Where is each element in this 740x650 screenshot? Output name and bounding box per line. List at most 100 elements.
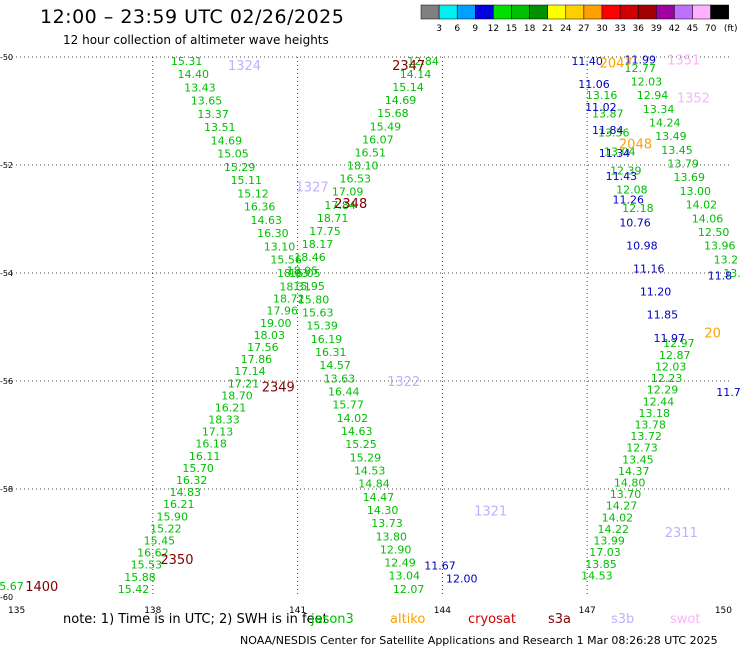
swh-value-label: 16.62 [137, 547, 169, 560]
swh-value-label: 19.00 [260, 317, 292, 330]
legend-tick: 9 [472, 24, 478, 34]
swh-value-label: 17.03 [589, 546, 621, 559]
swh-value-label: 15.53 [131, 559, 163, 572]
swh-value-label: 17.96 [267, 305, 299, 318]
swh-value-label: 14.63 [250, 214, 282, 227]
swh-value-label: 16.51 [355, 146, 387, 159]
swh-value-label: 14.63 [341, 425, 373, 438]
swh-value-label: 14.27 [606, 500, 638, 513]
legend-tick: 70 [705, 24, 717, 34]
swh-value-label: 15.14 [392, 81, 424, 94]
swh-value-label: 13.99 [593, 535, 625, 548]
swh-value-label: 15.49 [370, 120, 402, 133]
swh-value-label: 15.45 [144, 535, 176, 548]
legend-tick: 39 [651, 24, 663, 34]
swh-value-label: 15.22 [150, 522, 182, 535]
swh-value-label: 13.36 [598, 127, 630, 140]
time-label: 2048 [619, 137, 652, 152]
legend-tick: 42 [669, 24, 680, 34]
mission-label-cryosat: cryosat [468, 612, 516, 627]
swh-value-label: 15.68 [377, 107, 409, 120]
swh-value-label: 16.21 [215, 401, 247, 414]
swh-value-label: 11.84 [592, 124, 624, 137]
time-label: 20 [704, 326, 721, 341]
swh-value-label: 18.70 [221, 389, 253, 402]
swh-value-label: 15.77 [332, 399, 364, 412]
swh-value-label: 14.57 [319, 359, 351, 372]
swh-value-label: 18.03 [254, 329, 286, 342]
swh-value-label: 14.53 [581, 569, 613, 582]
swh-value-label: 13.34 [643, 103, 675, 116]
swh-value-label: 15.31 [171, 55, 203, 68]
swh-value-label: 13.16 [586, 89, 618, 102]
swh-value-label: 13.70 [610, 488, 642, 501]
swh-value-label: 12.03 [631, 75, 663, 88]
swh-value-label: 11.02 [585, 101, 617, 114]
mission-label-altiko: altiko [390, 612, 426, 627]
time-label: 2047 [600, 56, 633, 71]
time-label: 1327 [296, 181, 329, 196]
color-legend: 3 6 9 12 15 18 21 24 27 30 33 36 39 42 45 70 (ft) [420, 4, 737, 34]
swh-value-label: 12.03 [655, 360, 687, 373]
legend-swatch [710, 4, 729, 20]
swh-value-label: 15.05 [217, 148, 249, 161]
swh-value-label: 11.26 [612, 193, 644, 206]
swh-value-label: 18.46 [294, 251, 326, 264]
swh-value-label: 17.56 [247, 341, 279, 354]
swh-value-label: 18.03 [277, 267, 309, 280]
swh-value-label: 13.49 [655, 130, 687, 143]
swh-value-label: 15.88 [124, 571, 156, 584]
mission-label-s3b: s3b [611, 612, 635, 627]
swh-value-label: 14.02 [337, 412, 369, 425]
legend-tick: 18 [524, 24, 536, 34]
swh-value-label: 14.37 [618, 465, 650, 478]
legend-tick: 21 [542, 24, 553, 34]
swh-value-label: 11.97 [654, 332, 686, 345]
swh-value-label: 13.00 [680, 185, 712, 198]
swh-value-label: 14.84 [358, 478, 390, 491]
swh-value-label: 13.2 [714, 253, 739, 266]
swh-value-label: 13.73 [371, 517, 403, 530]
swh-value-label: 18.71 [317, 212, 349, 225]
swh-value-label: 13.04 [389, 570, 421, 583]
swh-value-label: 12.23 [651, 372, 683, 385]
swh-value-label: 12.44 [643, 395, 675, 408]
mission-label-swot: swot [670, 612, 701, 627]
swh-value-label: 11.20 [640, 286, 672, 299]
swh-value-label: 16.11 [189, 450, 221, 463]
swh-value-label: 11.67 [424, 560, 456, 573]
time-label: 1400 [25, 580, 58, 595]
swh-value-label: 11.76 [716, 386, 740, 399]
y-tick-label: -58 [0, 485, 13, 494]
x-tick-label: 147 [579, 606, 596, 616]
swh-value-label: 14.69 [385, 94, 417, 107]
swh-value-label: 14.47 [363, 491, 395, 504]
swh-value-label: 11.99 [625, 54, 657, 67]
swh-value-label: 13.85 [585, 558, 617, 571]
y-tick-label: -56 [0, 377, 13, 386]
swh-value-label: 13.51 [204, 121, 236, 134]
swh-value-label: 17.84 [324, 199, 356, 212]
swh-value-label: 15.90 [157, 510, 189, 523]
swh-value-label: 13.69 [673, 171, 705, 184]
swh-value-label: 12.29 [647, 384, 679, 397]
swh-value-label: 15.39 [306, 320, 338, 333]
swh-value-label: 12.39 [610, 164, 642, 177]
swh-value-label: 13.18 [639, 407, 671, 420]
swh-value-label: 15.80 [298, 293, 330, 306]
swh-value-label: 12.90 [380, 543, 412, 556]
swh-value-label: 13.45 [622, 453, 654, 466]
swh-value-label: 15.95 [293, 280, 325, 293]
time-label: 2347 [392, 59, 425, 74]
swh-value-label: 17.86 [241, 353, 273, 366]
swh-value-label: 15.29 [350, 451, 382, 464]
time-label: 1352 [677, 92, 710, 107]
time-label: 1322 [387, 375, 420, 390]
swh-value-label: 17.75 [309, 225, 341, 238]
swh-value-label: 13. [723, 267, 740, 280]
swh-value-label: 17.13 [202, 426, 234, 439]
chart-subtitle: 12 hour collection of altimeter wave hei… [63, 33, 329, 47]
swh-value-label: 16.19 [311, 333, 343, 346]
swh-value-label: 12.87 [659, 349, 691, 362]
